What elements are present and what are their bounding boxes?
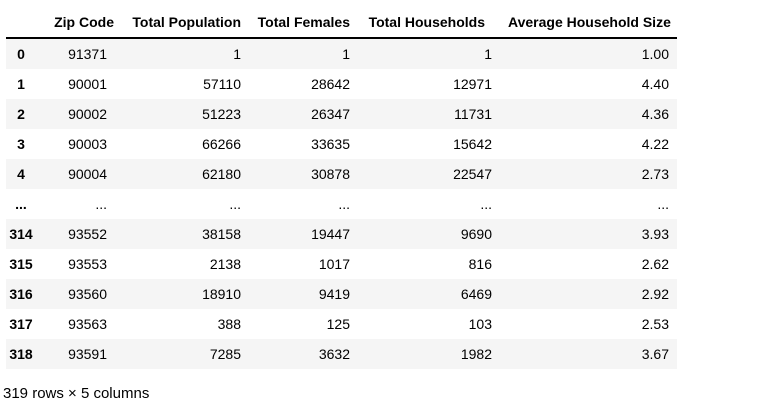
table-cell: 28642 bbox=[311, 76, 350, 92]
table-cell: 816 bbox=[468, 256, 492, 272]
row-index: 314 bbox=[9, 226, 33, 242]
table-cell: ... bbox=[657, 196, 669, 212]
table-cell: 3632 bbox=[318, 346, 350, 362]
table-cell: 11731 bbox=[454, 106, 492, 122]
row-index: 3 bbox=[17, 136, 25, 152]
table-cell: 4.22 bbox=[641, 136, 669, 152]
table-cell: 12971 bbox=[453, 76, 492, 92]
dataframe-output: Zip Code Total Population Total Females … bbox=[3, 7, 677, 402]
row-index: ... bbox=[15, 196, 27, 212]
column-header-total-households: Total Households bbox=[358, 7, 500, 39]
row-index: 0 bbox=[17, 46, 25, 62]
table-body: 0 91371 1 1 1 1.00 1 90001 57110 28642 12971 4.40 2 9… bbox=[6, 38, 677, 369]
table-cell: 90001 bbox=[68, 76, 107, 92]
table-header: Zip Code Total Population Total Females … bbox=[6, 7, 677, 39]
dataframe-shape-summary: 319 rows × 5 columns bbox=[3, 385, 150, 402]
table-cell: 22547 bbox=[453, 166, 492, 182]
table-cell: 2.62 bbox=[641, 256, 669, 272]
column-header-total-population: Total Population bbox=[115, 7, 249, 39]
table-row: 317 93563 388 125 103 2.53 bbox=[6, 309, 677, 339]
table-row: 3 90003 66266 33635 15642 4.22 bbox=[6, 129, 677, 159]
table-cell: 7285 bbox=[209, 346, 241, 362]
table-cell: 9690 bbox=[460, 226, 492, 242]
table-cell: 2.53 bbox=[641, 316, 669, 332]
table-cell: 93563 bbox=[68, 316, 107, 332]
row-index: 318 bbox=[9, 346, 33, 362]
table-cell: 9419 bbox=[318, 286, 350, 302]
table-cell: ... bbox=[95, 196, 107, 212]
table-cell: 2138 bbox=[209, 256, 241, 272]
table-cell: 1 bbox=[233, 46, 241, 62]
table-cell: 93552 bbox=[68, 226, 107, 242]
table-cell: 6469 bbox=[460, 286, 492, 302]
column-header-average-household-size: Average Household Size bbox=[500, 7, 677, 39]
table-cell: 66266 bbox=[202, 136, 241, 152]
table-cell: 3.93 bbox=[641, 226, 669, 242]
row-index: 317 bbox=[9, 316, 33, 332]
table-cell: 38158 bbox=[202, 226, 241, 242]
table-cell: 15642 bbox=[453, 136, 492, 152]
table-row: 2 90002 51223 26347 11731 4.36 bbox=[6, 99, 677, 129]
table-cell: 1.00 bbox=[641, 46, 669, 62]
table-cell: ... bbox=[229, 196, 241, 212]
table-row: 0 91371 1 1 1 1.00 bbox=[6, 38, 677, 69]
table-cell: 1 bbox=[342, 46, 350, 62]
table-cell: 103 bbox=[468, 316, 492, 332]
table-cell: 57110 bbox=[203, 76, 241, 92]
index-column-header bbox=[6, 7, 36, 39]
column-header-zip-code: Zip Code bbox=[36, 7, 115, 39]
table-cell: 26347 bbox=[311, 106, 350, 122]
table-cell: 3.67 bbox=[641, 346, 669, 362]
table-cell: 2.73 bbox=[641, 166, 669, 182]
table-row: 314 93552 38158 19447 9690 3.93 bbox=[6, 219, 677, 249]
table-cell: ... bbox=[338, 196, 350, 212]
table-cell: 90004 bbox=[68, 166, 107, 182]
table-cell: 91371 bbox=[68, 46, 107, 62]
table-row: 4 90004 62180 30878 22547 2.73 bbox=[6, 159, 677, 189]
truncation-row: .................. bbox=[6, 189, 677, 219]
table-cell: 51223 bbox=[202, 106, 241, 122]
table-cell: 90003 bbox=[68, 136, 107, 152]
table-cell: 1 bbox=[484, 46, 492, 62]
table-cell: 125 bbox=[326, 316, 350, 332]
table-cell: 4.36 bbox=[641, 106, 669, 122]
table-cell: 388 bbox=[217, 316, 241, 332]
row-index: 1 bbox=[17, 76, 25, 92]
table-cell: 90002 bbox=[68, 106, 107, 122]
row-index: 2 bbox=[17, 106, 25, 122]
table-cell: 93591 bbox=[68, 346, 107, 362]
table-cell: 1982 bbox=[460, 346, 492, 362]
table-cell: 2.92 bbox=[641, 286, 669, 302]
header-row: Zip Code Total Population Total Females … bbox=[6, 7, 677, 39]
table-cell: 33635 bbox=[311, 136, 350, 152]
table-row: 315 93553 2138 1017 816 2.62 bbox=[6, 249, 677, 279]
table-row: 318 93591 7285 3632 1982 3.67 bbox=[6, 339, 677, 369]
table-cell: 19447 bbox=[311, 226, 350, 242]
table-cell: 30878 bbox=[311, 166, 350, 182]
table-cell: 93560 bbox=[68, 286, 107, 302]
dataframe-table: Zip Code Total Population Total Females … bbox=[6, 7, 677, 369]
row-index: 4 bbox=[17, 166, 25, 182]
table-row: 316 93560 18910 9419 6469 2.92 bbox=[6, 279, 677, 309]
table-cell: 1017 bbox=[318, 256, 350, 272]
row-index: 316 bbox=[9, 286, 33, 302]
table-cell: 62180 bbox=[202, 166, 241, 182]
table-row: 1 90001 57110 28642 12971 4.40 bbox=[6, 69, 677, 99]
table-cell: 4.40 bbox=[641, 76, 669, 92]
column-header-total-females: Total Females bbox=[249, 7, 358, 39]
row-index: 315 bbox=[9, 256, 33, 272]
table-cell: 18910 bbox=[202, 286, 241, 302]
table-cell: ... bbox=[480, 196, 492, 212]
table-cell: 93553 bbox=[68, 256, 107, 272]
